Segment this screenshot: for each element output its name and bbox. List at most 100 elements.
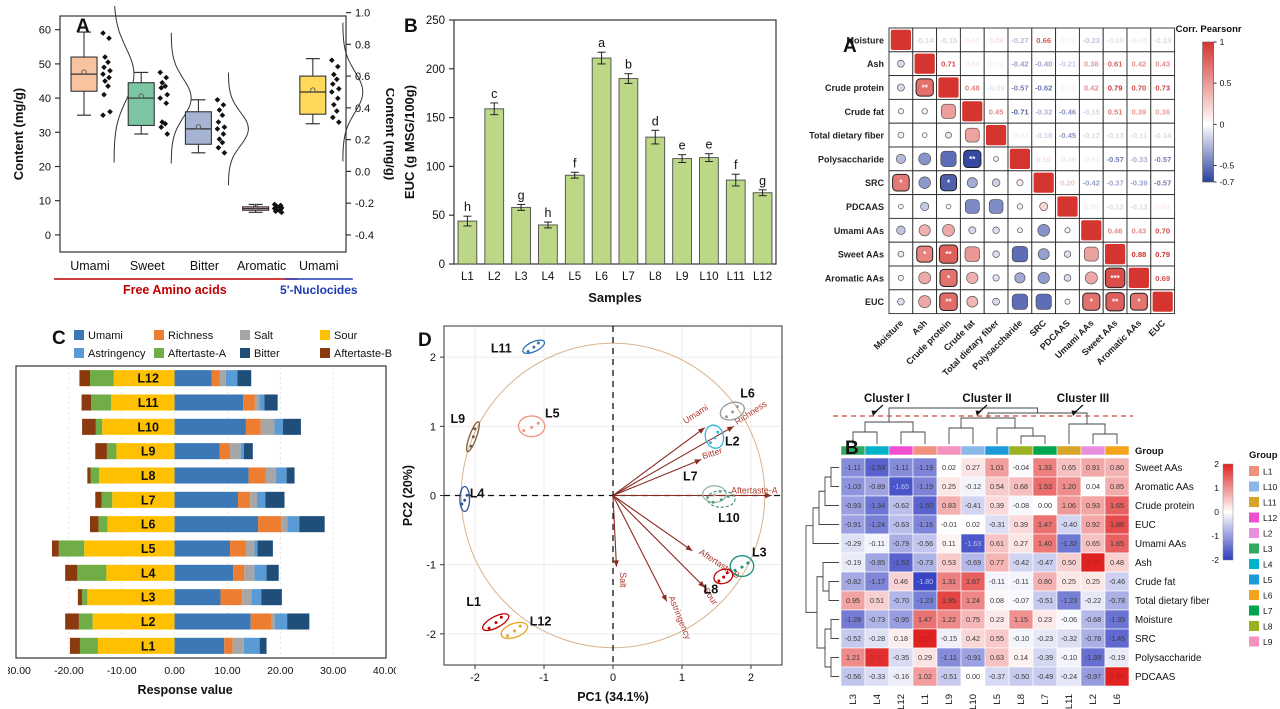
heat-value: -0.97	[1085, 672, 1101, 681]
x-tick: -20.00	[54, 665, 84, 677]
heat-value: -1.53	[869, 463, 885, 472]
corr-glyph	[1037, 271, 1050, 284]
corr-value: 0.70	[1155, 226, 1170, 235]
group-strip-label: Group	[1135, 446, 1164, 457]
x-tick: 1	[679, 672, 685, 684]
heat-value: 1.53	[1038, 482, 1052, 491]
heat-value: 0.80	[1038, 577, 1052, 586]
sig-stars: **	[945, 250, 952, 259]
heat-value: 1.33	[1038, 463, 1052, 472]
corr-value: -0.09	[987, 84, 1004, 93]
y-tick: 150	[426, 113, 445, 125]
heat-col-label: L11	[1064, 694, 1075, 709]
mean-marker	[81, 69, 87, 75]
heat-col-label: L1	[920, 694, 931, 705]
corr-glyph	[938, 244, 959, 264]
seg-L2-Aftertaste-B	[65, 613, 79, 630]
heat-value: 2.17	[870, 653, 884, 662]
corr-diagonal	[1128, 267, 1149, 288]
corr-glyph	[968, 226, 977, 235]
sample-label-l5: L5	[545, 406, 560, 420]
corr-glyph	[1016, 179, 1024, 187]
sample-point	[722, 575, 726, 579]
corr-glyph	[1011, 293, 1028, 310]
sample-ellipse-l8	[713, 568, 734, 585]
heat-value: -0.56	[845, 672, 861, 681]
heat-value: -0.42	[1013, 558, 1029, 567]
x-tick: -1	[539, 672, 549, 684]
sample-point	[463, 498, 467, 502]
data-point	[329, 81, 336, 87]
sample-point	[469, 444, 473, 448]
y-tick: 250	[426, 15, 445, 27]
heat-value: 0.39	[1014, 520, 1028, 529]
heat-value: -1.24	[869, 520, 885, 529]
sig-letter: g	[759, 174, 766, 188]
data-point	[215, 119, 222, 125]
heat-row-label: Moisture	[1135, 615, 1173, 626]
corr-value: -0.08	[1106, 36, 1123, 45]
legend-label: Sour	[334, 330, 358, 342]
data-point	[216, 136, 223, 142]
panel-letter-pca: D	[418, 330, 432, 351]
seg-L11-Bitter	[264, 394, 278, 411]
heat-value: -0.15	[941, 634, 957, 643]
seg-L8-Aftertaste-A	[90, 467, 99, 484]
x-tick: 10.00	[214, 665, 240, 677]
heat-value: 0.93	[1086, 501, 1100, 510]
seg-L10-Salt	[260, 418, 275, 435]
group-legend-label: L5	[1263, 575, 1273, 585]
seg-L6-Bitter	[299, 516, 325, 533]
heat-value: -1.19	[917, 463, 933, 472]
data-point	[100, 71, 106, 77]
heat-value: 1.40	[1038, 539, 1052, 548]
sig-letter: e	[679, 139, 686, 153]
seg-L3-Salt	[242, 589, 252, 606]
sig-letter: h	[464, 200, 471, 214]
heat-value: 0.65	[1062, 463, 1076, 472]
corr-glyph	[966, 177, 978, 189]
group-legend-label: L11	[1263, 498, 1277, 508]
heat-value: 0.11	[942, 539, 955, 548]
corr-glyph	[897, 250, 905, 258]
corr-value: -0.57	[1154, 179, 1171, 188]
heat-value: -0.35	[893, 653, 909, 662]
heat-value: 0.39	[990, 501, 1004, 510]
corr-diagonal	[1057, 196, 1078, 217]
bar-label: L5	[141, 542, 156, 556]
corr-glyph	[918, 224, 931, 237]
heat-value: -0.11	[989, 577, 1005, 586]
seg-L1-Aftertaste-B	[69, 637, 80, 654]
heat-value: -0.10	[1013, 634, 1029, 643]
heat-value: 0.68	[1014, 482, 1028, 491]
sig-letter: a	[598, 36, 605, 50]
corr-value: -0.03	[1083, 155, 1100, 164]
heat-value: 0.02	[942, 463, 956, 472]
top-dendrogram	[852, 407, 1118, 444]
heat-row-label: PDCAAS	[1135, 672, 1176, 683]
heat-row-label: Ash	[1135, 558, 1152, 569]
data-point	[159, 79, 166, 86]
y-tick-right: 0.8	[355, 39, 370, 51]
heat-value: 1.24	[966, 596, 980, 605]
seg-L4-Salt	[244, 564, 255, 581]
heat-value: 0.53	[942, 558, 956, 567]
corr-glyph	[966, 295, 979, 308]
sample-point	[471, 435, 475, 439]
sample-point	[460, 502, 464, 506]
data-point	[335, 119, 342, 125]
heat-value: -0.85	[869, 558, 885, 567]
data-point	[220, 131, 227, 137]
data-point	[107, 108, 113, 115]
y-axis-title-right: Content (mg/g)	[383, 88, 394, 180]
seg-L12-Bitter	[237, 370, 252, 387]
arrowhead	[685, 544, 693, 551]
seg-L8-Astringency	[276, 467, 287, 484]
heat-value: 1.22	[942, 615, 956, 624]
corr-glyph	[965, 127, 980, 143]
group-legend-swatch-l3	[1249, 543, 1259, 554]
corr-value: -0.33	[1130, 155, 1147, 164]
heat-value: -1.63	[965, 539, 981, 548]
scale-tick: 0	[1214, 507, 1219, 517]
seg-L3-Sour	[87, 589, 175, 606]
